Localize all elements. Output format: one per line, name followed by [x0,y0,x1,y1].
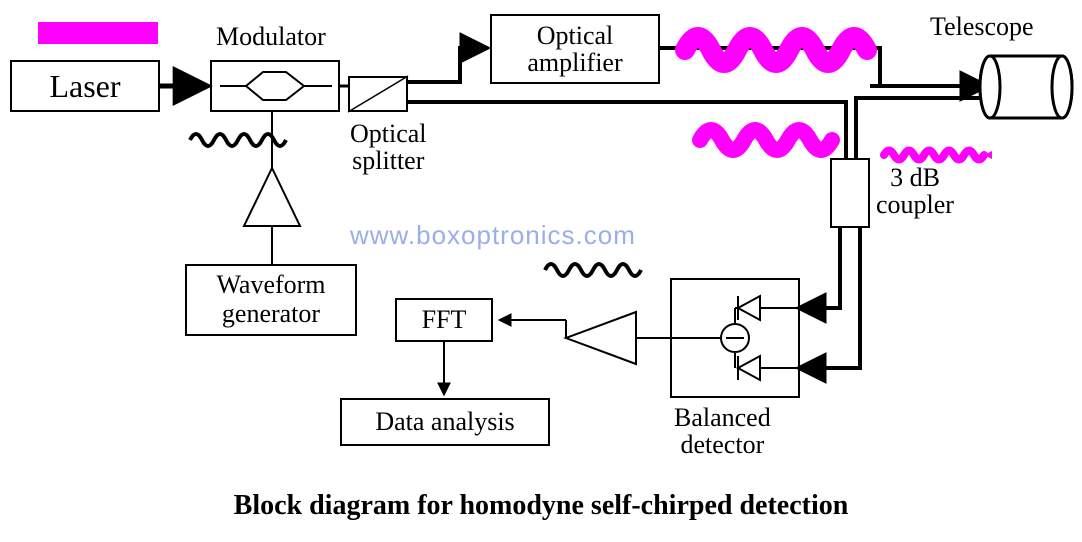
triangle-amp-det-icon [566,312,636,364]
wave-fft-icon [545,264,641,276]
path-amp-top [660,48,986,86]
triangle-amp-wg-icon [244,168,300,226]
modulator-block [210,60,340,112]
magenta-bar-icon [38,22,158,44]
wave-small-icon [884,151,984,160]
wave-big-bot-icon [700,130,832,150]
watermark-text: www.boxoptronics.com [350,220,636,251]
fft-block: FFT [395,298,493,342]
balanced-block [670,278,800,398]
amplifier-block: Optical amplifier [490,14,660,84]
splitter-label: Optical splitter [350,120,427,175]
telescope-icon [980,56,1072,118]
data-label: Data analysis [375,407,514,437]
splitter-block [348,76,408,112]
path-coupler-det-top [800,228,840,308]
fft-label: FFT [422,305,467,335]
wave-mod-icon [190,134,286,146]
modulator-label: Modulator [216,22,326,52]
laser-block: Laser [10,60,160,112]
wavegen-block: Waveform generator [185,264,357,336]
path-splitter-amp [408,48,486,82]
laser-label: Laser [49,68,120,105]
wavegen-label: Waveform generator [216,271,325,328]
coupler-label: 3 dB coupler [876,164,954,219]
caption-text: Block diagram for homodyne self-chirped … [0,490,1082,522]
path-telescope-coupler [856,98,986,158]
data-block: Data analysis [340,398,550,446]
path-splitter-lo [408,102,846,158]
path-coupler-det-bot [800,228,860,368]
telescope-label: Telescope [930,12,1034,42]
amplifier-label: Optical amplifier [527,22,622,77]
balanced-label: Balanced detector [674,404,771,459]
wave-big-top-icon [685,37,867,63]
coupler-block [830,158,870,228]
